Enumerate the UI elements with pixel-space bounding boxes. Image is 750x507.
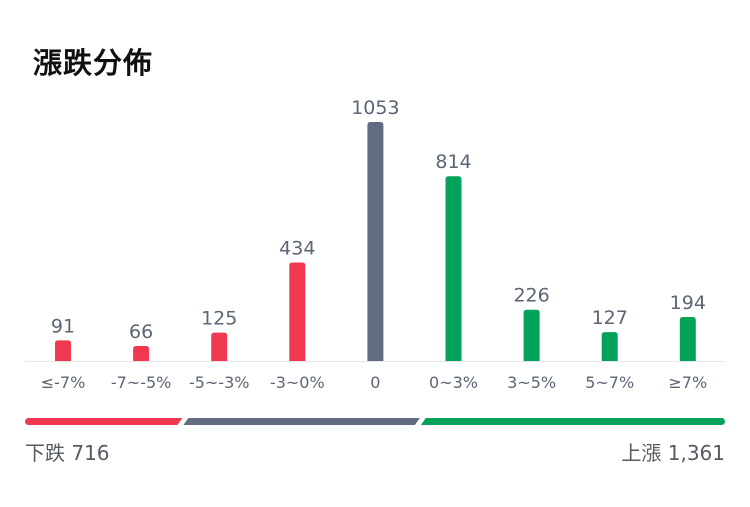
bar-5 <box>445 176 462 361</box>
value-label-3: 434 <box>279 237 315 259</box>
category-label-0: ≤-7% <box>41 373 86 392</box>
category-label-7: 5~7% <box>585 373 634 392</box>
value-label-7: 127 <box>592 307 628 329</box>
category-label-5: 0~3% <box>429 373 478 392</box>
bar-0 <box>55 340 71 361</box>
bar-3 <box>289 262 306 361</box>
summary-down-segment <box>25 418 183 425</box>
bar-4 <box>367 122 384 361</box>
up-count-label: 上漲 1,361 <box>621 441 725 465</box>
category-labels-group: ≤-7% -7~-5% -5~-3% -3~0% 0 0~3% 3~5% 5~7% ≥7% <box>41 373 707 392</box>
category-label-6: 3~5% <box>507 373 556 392</box>
category-label-1: -7~-5% <box>111 373 172 392</box>
value-label-2: 125 <box>201 308 237 330</box>
summary-flat-segment <box>183 418 420 425</box>
value-labels-group: 91 66 125 434 1053 814 226 127 194 <box>51 97 706 343</box>
bar-1 <box>133 346 150 361</box>
bar-6 <box>523 309 540 361</box>
category-label-3: -3~0% <box>270 373 325 392</box>
bar-8 <box>679 316 696 361</box>
bars-group <box>55 122 696 361</box>
chart-title: 漲跌分佈 <box>33 46 154 80</box>
bar-7 <box>601 332 618 361</box>
down-count-label: 下跌 716 <box>25 441 110 465</box>
value-label-0: 91 <box>51 315 75 337</box>
category-label-2: -5~-3% <box>189 373 250 392</box>
summary-up-segment <box>420 418 726 425</box>
value-label-4: 1053 <box>351 97 399 119</box>
value-label-1: 66 <box>129 321 153 343</box>
value-label-6: 226 <box>513 285 549 307</box>
category-label-4: 0 <box>370 373 380 392</box>
value-label-8: 194 <box>670 292 706 314</box>
category-label-8: ≥7% <box>668 373 707 392</box>
value-label-5: 814 <box>435 151 471 173</box>
bar-2 <box>211 332 228 361</box>
summary-proportion-bar <box>25 418 726 425</box>
